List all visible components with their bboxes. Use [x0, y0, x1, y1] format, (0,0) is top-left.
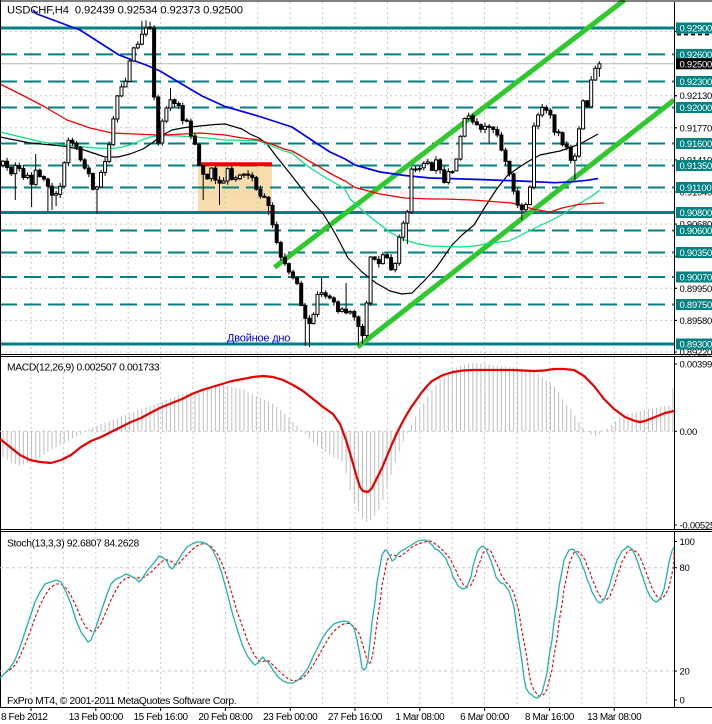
- svg-text:0.91600: 0.91600: [680, 139, 712, 150]
- svg-text:0.89580: 0.89580: [680, 316, 712, 327]
- svg-text:0.90070: 0.90070: [680, 273, 712, 284]
- svg-text:0.89950: 0.89950: [680, 284, 712, 295]
- svg-text:0.00399: 0.00399: [680, 360, 712, 371]
- svg-text:13 Feb 00:00: 13 Feb 00:00: [69, 712, 124, 723]
- svg-text:MACD(12,26,9) 0.002507 0.00173: MACD(12,26,9) 0.002507 0.001733: [7, 363, 160, 374]
- svg-text:80: 80: [680, 563, 690, 574]
- svg-text:0.92130: 0.92130: [680, 91, 712, 102]
- svg-text:0.92600: 0.92600: [680, 50, 712, 61]
- svg-text:0.92000: 0.92000: [680, 103, 712, 114]
- svg-text:0.91100: 0.91100: [680, 183, 712, 194]
- svg-text:0.00: 0.00: [680, 427, 698, 438]
- svg-text:0.91350: 0.91350: [680, 161, 712, 172]
- svg-text:Stoch(13,3,3) 92.6807 84.2628: Stoch(13,3,3) 92.6807 84.2628: [7, 539, 139, 550]
- svg-text:0.90800: 0.90800: [680, 208, 712, 219]
- svg-text:20 Feb 08:00: 20 Feb 08:00: [198, 712, 253, 723]
- svg-text:0.89300: 0.89300: [680, 340, 712, 351]
- svg-text:0.92900: 0.92900: [680, 24, 712, 35]
- svg-text:0.92300: 0.92300: [680, 77, 712, 88]
- svg-text:0.90350: 0.90350: [680, 248, 712, 259]
- svg-text:8 Feb 2012: 8 Feb 2012: [1, 712, 48, 723]
- svg-text:20: 20: [680, 667, 690, 678]
- svg-text:15 Feb 16:00: 15 Feb 16:00: [134, 712, 189, 723]
- svg-text:0.92500: 0.92500: [680, 59, 712, 70]
- svg-text:0.91770: 0.91770: [680, 123, 712, 134]
- svg-text:1 Mar 08:00: 1 Mar 08:00: [395, 712, 445, 723]
- svg-text:100: 100: [680, 537, 695, 548]
- svg-text:0.89750: 0.89750: [680, 300, 712, 311]
- svg-text:-0.00525: -0.00525: [680, 521, 712, 532]
- svg-text:6 Mar 00:00: 6 Mar 00:00: [460, 712, 510, 723]
- svg-text:8 Mar 16:00: 8 Mar 16:00: [525, 712, 575, 723]
- svg-text:23 Feb 00:00: 23 Feb 00:00: [263, 712, 318, 723]
- svg-text:13 Mar 08:00: 13 Mar 08:00: [587, 712, 642, 723]
- svg-text:27 Feb 16:00: 27 Feb 16:00: [328, 712, 383, 723]
- svg-text:FxPro MT4, © 2001-2011 MetaQuo: FxPro MT4, © 2001-2011 MetaQuotes Softwa…: [7, 696, 236, 707]
- svg-text:0.89220: 0.89220: [680, 348, 712, 359]
- svg-text:0: 0: [680, 696, 685, 707]
- svg-text:Двойное дно: Двойное дно: [227, 333, 290, 345]
- svg-text:USDCHF,H4 0.92439 0.92534 0.9: USDCHF,H4 0.92439 0.92534 0.92373 0.9250…: [7, 5, 243, 17]
- svg-text:0.90600: 0.90600: [680, 226, 712, 237]
